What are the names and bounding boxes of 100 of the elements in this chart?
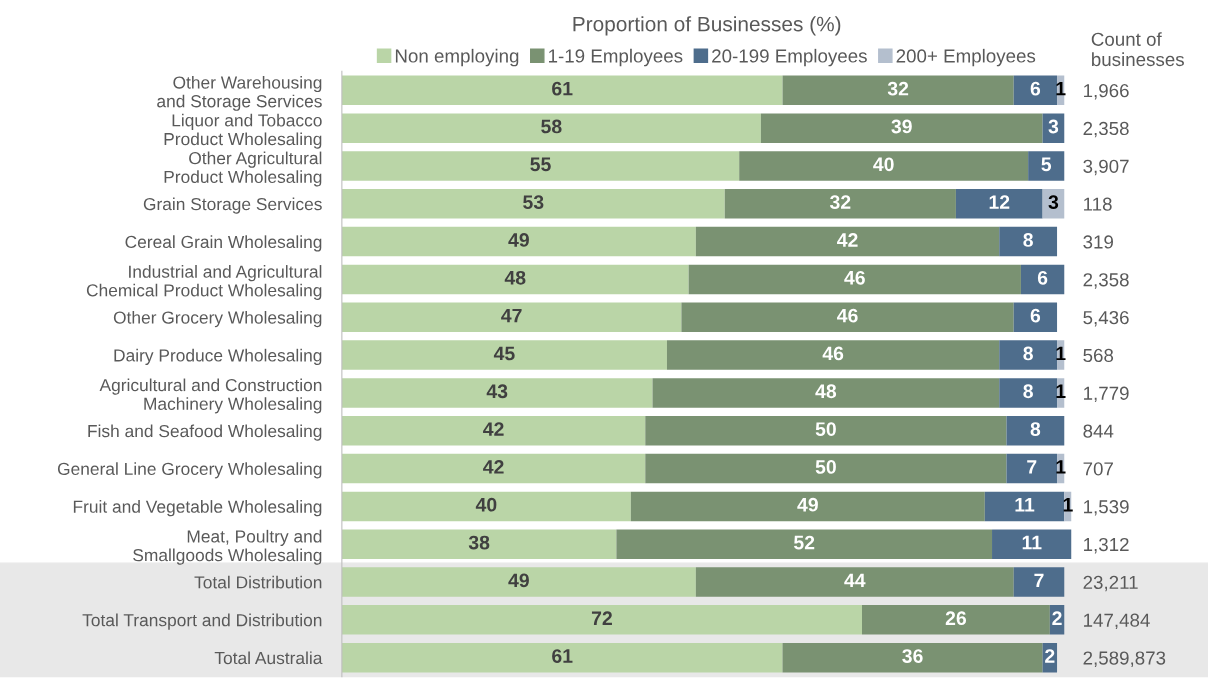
data-label: 7 — [1034, 573, 1044, 588]
bar — [695, 567, 1014, 597]
bar — [695, 226, 1000, 257]
data-label: 61 — [552, 649, 573, 663]
y-tick-label: Total Australia — [214, 651, 323, 665]
data-label: 48 — [504, 270, 526, 285]
bar — [645, 415, 1007, 446]
data-label: 7 — [1027, 460, 1037, 474]
legend-label: Non employing — [395, 48, 519, 67]
data-label: 3 — [1048, 119, 1059, 134]
bar — [1013, 302, 1058, 333]
data-label: 1 — [1063, 498, 1073, 512]
legend-label: 20-199 Employees — [712, 48, 867, 67]
data-label: 42 — [837, 233, 858, 247]
data-label: 8 — [1023, 346, 1033, 361]
y-tick-label: Cereal Grain Wholesaling — [125, 235, 322, 252]
data-label: 50 — [815, 422, 836, 436]
data-label: 49 — [508, 573, 529, 588]
bar — [1006, 453, 1058, 484]
data-label: 52 — [793, 535, 815, 550]
y2-tick-label: 568 — [1083, 348, 1114, 363]
data-label: 42 — [483, 422, 504, 436]
y2-tick-label: 2,358 — [1083, 273, 1129, 289]
y2-tick-label: 147,484 — [1084, 613, 1150, 630]
bar — [999, 226, 1058, 257]
data-label: 46 — [822, 346, 844, 361]
data-label: 6 — [1030, 81, 1041, 96]
bar — [1013, 567, 1065, 597]
legend-label: 200+ Employees — [896, 48, 1036, 67]
data-label: 48 — [815, 384, 837, 399]
bar — [681, 302, 1014, 333]
data-label: 2 — [1045, 649, 1055, 663]
data-label: 39 — [891, 119, 912, 134]
bar — [341, 151, 740, 181]
y2-tick-label: 5,436 — [1083, 310, 1129, 327]
bar — [341, 567, 696, 597]
data-label: 42 — [483, 460, 504, 474]
bar — [645, 453, 1007, 484]
bar — [992, 529, 1072, 559]
data-label: 47 — [501, 308, 522, 323]
data-label: 53 — [523, 195, 544, 210]
y2-tick-label: 23,211 — [1083, 575, 1138, 592]
chart-title: Proportion of Businesses (%) — [573, 16, 841, 36]
data-label: 61 — [552, 81, 573, 96]
y-tick-label: Fish and Seafood Wholesaling — [88, 424, 322, 441]
data-label: 5 — [1041, 157, 1052, 172]
bar — [341, 75, 783, 106]
bar — [1013, 75, 1058, 106]
y-tick-label: Dairy Produce Wholesaling — [114, 348, 322, 365]
bar — [782, 75, 1014, 106]
bar — [955, 189, 1043, 219]
data-label: 45 — [493, 346, 515, 361]
bar — [341, 642, 783, 673]
y-tick-label: Total Distribution — [194, 575, 322, 589]
data-label: 1 — [1056, 460, 1066, 474]
data-label: 8 — [1023, 384, 1033, 399]
data-label: 32 — [887, 81, 909, 96]
y2-tick-label: 1,312 — [1084, 537, 1129, 554]
y-tick-label: Grain Storage Services — [143, 197, 322, 214]
y2-tick-label: 3,907 — [1083, 159, 1129, 176]
data-label: 36 — [902, 649, 923, 663]
data-label: 8 — [1030, 422, 1041, 436]
data-label: 43 — [486, 384, 508, 399]
data-label: 40 — [873, 157, 894, 172]
y-tick-label: Other Grocery Wholesaling — [113, 310, 322, 328]
bar — [341, 415, 646, 446]
bar — [666, 340, 1000, 370]
y2-tick-label: 1,966 — [1084, 84, 1129, 100]
y-tick-label: Agricultural and Construction Machinery Wholesaling — [99, 378, 322, 414]
data-label: 11 — [1015, 498, 1035, 512]
bar — [652, 378, 1000, 408]
data-label: 6 — [1030, 308, 1041, 323]
y-tick-label: General Line Grocery Wholesaling — [57, 462, 322, 479]
bar — [630, 491, 985, 522]
data-label: 1 — [1056, 346, 1066, 361]
y2-tick-label: 2,358 — [1083, 121, 1129, 138]
y-tick-label: Industrial and Agricultural Chemical Product Wholesaling — [86, 265, 322, 300]
y2-tick-label: 844 — [1083, 424, 1114, 438]
bar — [341, 113, 761, 143]
data-label: 1 — [1056, 384, 1066, 398]
bar — [1020, 264, 1065, 295]
bar — [862, 605, 1050, 635]
bar — [760, 113, 1043, 143]
bar — [999, 340, 1058, 370]
bar — [999, 378, 1058, 408]
data-label: 58 — [541, 119, 562, 134]
bar — [616, 529, 993, 559]
data-label: 6 — [1037, 270, 1048, 285]
y-tick-label: Liquor and Tobacco Product Wholesaling — [164, 113, 322, 149]
bar — [782, 642, 1043, 673]
data-label: 50 — [815, 460, 836, 474]
data-label: 55 — [530, 157, 551, 172]
data-label: 3 — [1048, 195, 1059, 210]
y2-axis-title: Count of businesses — [1091, 32, 1184, 67]
bar — [341, 378, 653, 408]
bar — [1028, 151, 1065, 181]
y2-tick-label: 1,539 — [1084, 500, 1129, 516]
data-label: 46 — [844, 270, 865, 285]
bar — [724, 189, 956, 219]
bar — [739, 151, 1029, 181]
